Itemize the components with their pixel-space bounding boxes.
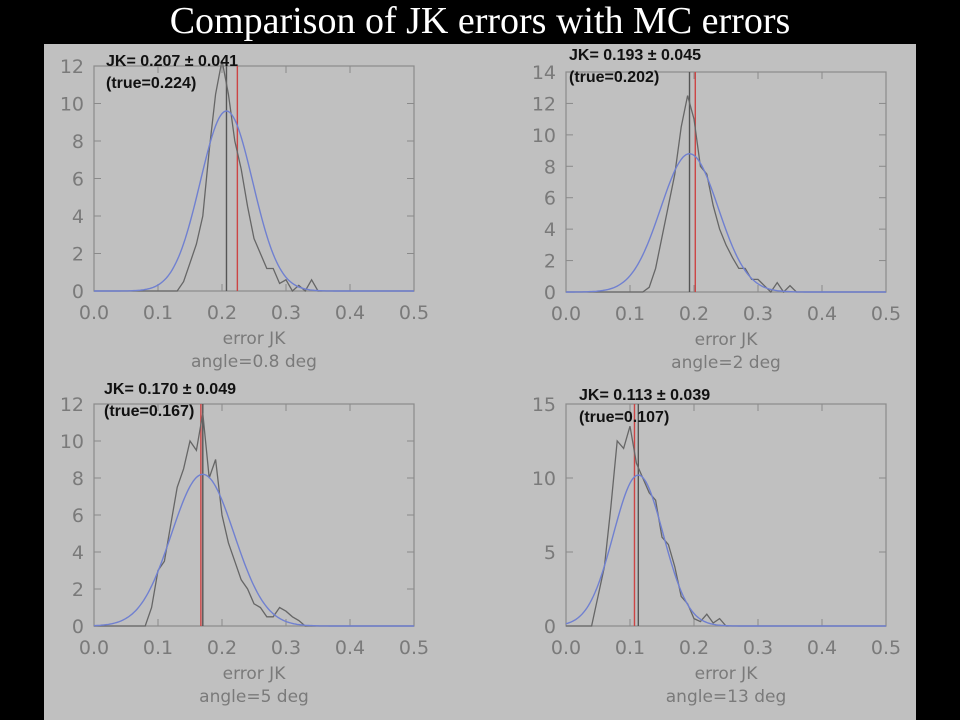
plot-frame [93,65,415,292]
gaussian-fit-line [565,474,886,627]
gaussian-fit-line [566,152,886,293]
mc-histogram-line [94,413,414,627]
x-tick-label: 0.4 [335,637,365,659]
x-tick-label: 0.4 [807,637,837,659]
x-axis-label: error JK [223,664,287,684]
plot-frame [565,71,887,293]
x-tick-label: 0.0 [551,637,581,659]
x-tick-label: 0.3 [271,302,301,324]
x-axis-label: error JK [695,664,759,684]
x-tick-label: 0.2 [679,637,709,659]
x-tick-label: 0.0 [551,303,581,325]
histogram-panel-3: 0.0 0.1 0.2 0.3 0.4 0.5 0 2 4 6 8 10 12 error JK angle… [60,381,429,707]
histogram-panel-2: 0.0 0.1 0.2 0.3 0.4 0.5 0 2 4 6 8 10 12 14 error JK ang… [532,47,901,373]
x-tick-label: 0.3 [271,637,301,659]
y-tick-label: 6 [72,169,84,191]
angle-label: angle=2 deg [671,353,781,373]
x-tick-label: 0.1 [615,303,645,325]
mc-histogram-line [94,60,414,293]
y-tick-label: 12 [60,394,84,416]
x-tick-label: 0.1 [143,637,173,659]
x-tick-label: 0.2 [679,303,709,325]
y-tick-label: 0 [72,616,84,638]
y-tick-label: 14 [532,62,556,84]
y-tick-label: 4 [544,219,556,241]
jk-estimate-label: JK= 0.193 ± 0.045 [569,47,701,64]
x-tick-label: 0.0 [79,637,109,659]
y-tick-label: 0 [544,282,556,304]
x-tick-label: 0.0 [79,302,109,324]
true-value-label: (true=0.224) [106,75,196,92]
x-tick-label: 0.2 [207,637,237,659]
histogram-panel-1: 0.0 0.1 0.2 0.3 0.4 0.5 0 2 4 6 8 10 12 error JK angle… [60,53,429,372]
y-tick-label: 4 [72,206,84,228]
y-tick-label: 6 [72,505,84,527]
true-value-label: (true=0.202) [569,69,659,86]
plot-frame [565,403,887,627]
jk-estimate-label: JK= 0.207 ± 0.041 [106,53,238,70]
plot-frame [93,403,415,627]
angle-label: angle=0.8 deg [191,352,317,372]
angle-label: angle=13 deg [666,687,787,707]
y-tick-label: 8 [72,131,84,153]
y-tick-label: 10 [60,431,84,453]
x-tick-label: 0.1 [143,302,173,324]
y-tick-label: 2 [72,244,84,266]
jk-estimate-label: JK= 0.113 ± 0.039 [579,387,710,404]
x-axis-label: error JK [695,330,759,350]
histogram-panel-4: 0.0 0.1 0.2 0.3 0.4 0.5 0 5 10 15 error JK angle=13… [532,387,901,707]
y-tick-label: 0 [72,281,84,303]
x-tick-label: 0.5 [871,303,901,325]
y-tick-label: 12 [60,56,84,78]
x-tick-label: 0.4 [335,302,365,324]
x-tick-label: 0.2 [207,302,237,324]
x-tick-label: 0.1 [615,637,645,659]
mc-histogram-line [566,95,886,294]
mc-histogram-line [566,426,886,627]
x-tick-label: 0.3 [743,303,773,325]
y-tick-label: 10 [532,125,556,147]
true-value-label: (true=0.107) [579,409,669,426]
figure-area: 0.0 0.1 0.2 0.3 0.4 0.5 0 2 4 6 8 10 12 error JK angle… [44,44,916,720]
histogram-panels: 0.0 0.1 0.2 0.3 0.4 0.5 0 2 4 6 8 10 12 error JK angle… [60,47,901,707]
y-tick-label: 10 [60,94,84,116]
x-tick-label: 0.5 [399,302,429,324]
y-tick-label: 2 [72,579,84,601]
y-tick-label: 15 [532,394,556,416]
x-axis-label: error JK [223,329,287,349]
jk-estimate-label: JK= 0.170 ± 0.049 [104,381,236,398]
x-tick-label: 0.4 [807,303,837,325]
x-tick-label: 0.5 [871,637,901,659]
true-value-label: (true=0.167) [104,403,194,420]
gaussian-fit-line [94,473,414,627]
y-tick-label: 8 [544,156,556,178]
x-tick-label: 0.5 [399,637,429,659]
y-tick-label: 12 [532,93,556,115]
y-tick-label: 2 [544,251,556,273]
y-tick-label: 5 [544,542,556,564]
angle-label: angle=5 deg [199,687,309,707]
y-tick-label: 10 [532,468,556,490]
y-tick-label: 4 [72,542,84,564]
x-tick-label: 0.3 [743,637,773,659]
y-tick-label: 6 [544,188,556,210]
y-tick-label: 8 [72,468,84,490]
slide-title: Comparison of JK errors with MC errors [169,0,791,42]
gaussian-fit-line [94,110,414,292]
y-tick-label: 0 [544,616,556,638]
